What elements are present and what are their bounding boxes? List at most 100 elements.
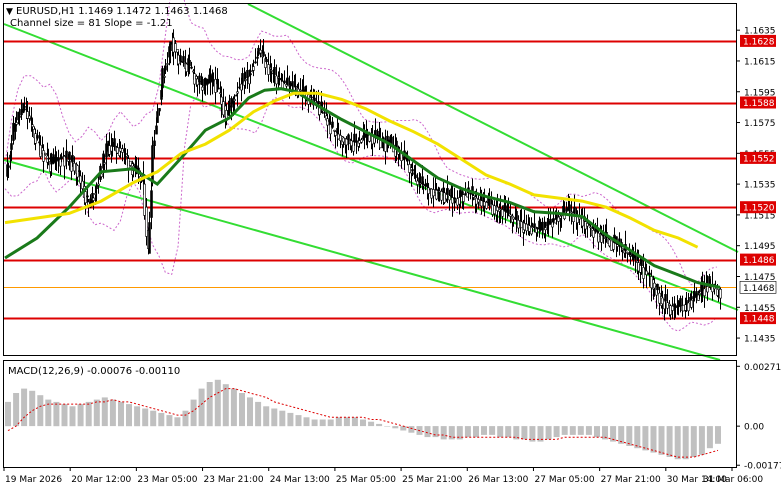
candle-body [690,299,693,308]
candle-body [57,157,60,161]
candle-body [148,222,151,254]
candle-body [573,206,576,214]
macd-histogram-bar [53,401,60,427]
macd-pane[interactable] [5,379,721,460]
macd-signal-line [7,388,719,458]
channel-upper-line[interactable] [247,3,739,253]
price-tick-label: 1.1575 [744,119,776,129]
candle-body [703,288,706,296]
candle-body [241,73,244,83]
candle-body [177,54,180,65]
candle-body [26,111,29,119]
macd-histogram-bar [45,399,52,427]
macd-histogram-bar [77,404,84,427]
candle-body [196,78,199,86]
level-label: 1.1486 [743,256,775,266]
macd-histogram-bar [5,401,11,427]
candle-body [124,153,127,155]
time-tick-label: 23 Mar 21:00 [204,475,264,485]
candle-body [252,66,255,71]
candle-body [262,51,265,57]
macd-histogram-bar [368,421,375,427]
candle-body [169,41,172,51]
macd-histogram-bar [440,426,447,440]
candle-body [150,190,153,218]
candle-body [204,78,207,86]
candle-body [451,197,454,204]
macd-tick-label: -0.00177 [744,462,781,472]
macd-histogram-bar [602,426,608,440]
candle-body [541,221,544,231]
candle-body [480,200,483,207]
macd-histogram-bar [93,399,100,427]
price-pane[interactable] [3,0,739,361]
macd-histogram-bar [360,419,366,427]
candle-body [145,206,148,237]
candle-body [188,59,191,66]
level-label: 1.1552 [743,154,775,164]
candle-body [10,143,13,150]
candle-body [79,175,82,184]
candle-body [533,223,536,228]
level-label: 1.1448 [743,315,775,325]
candle-body [230,98,233,108]
macd-histogram-bar [658,426,665,455]
candle-body [68,151,71,161]
candle-body [97,183,100,186]
macd-histogram-bar [29,390,36,427]
candle-body [198,75,201,82]
candle-body [166,63,169,65]
ma-fast-line[interactable] [4,87,721,289]
candle-body [143,183,146,216]
candle-body [151,145,154,182]
macd-histogram-bar [706,426,713,449]
price-tick-label: 1.1635 [744,27,776,37]
candle-body [333,129,336,132]
candle-body [719,288,722,299]
candle-body [209,75,212,83]
macd-histogram-bar [618,426,625,444]
channel-info: Channel size = 81 Slope = -1.21 [10,18,173,29]
candle-body [236,91,239,94]
candle-body [7,165,10,168]
macd-histogram-bar [489,426,496,435]
macd-histogram-bar [666,426,673,457]
macd-histogram-bar [715,426,721,444]
candle-body [172,37,175,53]
channel-middle-line[interactable] [3,23,739,311]
candle-body [71,155,74,163]
macd-histogram-bar [513,426,520,440]
candle-body [267,64,270,75]
candle-body [103,162,106,165]
candle-body [597,232,600,243]
candle-body [679,298,682,307]
candle-body [427,187,430,194]
macd-histogram-bar [351,417,358,427]
chart-menu-arrow-icon[interactable]: ▼ [6,7,13,17]
ma-slow-line[interactable] [4,91,699,249]
current-price-label: 1.1468 [743,284,775,294]
level-label: 1.1628 [743,37,775,47]
symbol-header: EURUSD,H1 1.1469 1.1472 1.1463 1.1468 [16,6,228,17]
candle-body [317,101,320,105]
macd-histogram-bar [634,426,641,449]
candle-body [190,66,193,69]
candle-body [244,79,247,81]
macd-histogram-bar [222,384,229,427]
candle-body [100,173,103,177]
macd-histogram-bar [190,399,197,427]
macd-histogram-bar [585,426,592,435]
candle-body [345,138,348,146]
candle-body [600,234,603,243]
candle-body [589,226,592,229]
macd-histogram-bar [13,393,20,427]
candle-body [291,81,294,87]
candle-body [273,67,276,75]
time-tick-label: 27 Mar 21:00 [601,475,661,485]
macd-histogram-bar [37,395,44,427]
candle-body [695,291,698,297]
candle-body [214,79,217,93]
candle-body [687,302,690,312]
candle-body [671,305,674,311]
